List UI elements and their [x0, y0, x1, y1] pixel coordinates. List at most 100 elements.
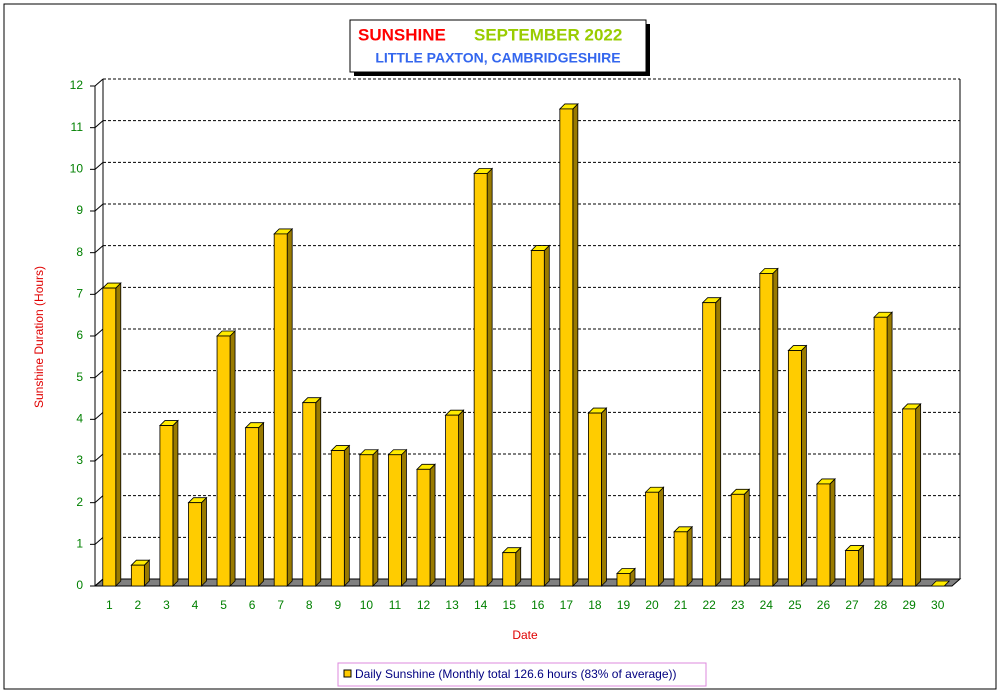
y-tick-label: 1: [76, 537, 83, 551]
bar: [787, 350, 802, 587]
bar-side: [543, 244, 550, 587]
bar: [559, 108, 574, 587]
x-tick-label: 5: [220, 598, 227, 612]
grid-slant: [94, 328, 104, 337]
bar-side: [886, 311, 893, 587]
chart-title-date: SEPTEMBER 2022: [474, 25, 622, 44]
bar: [159, 425, 174, 587]
y-tick-label: 8: [76, 245, 83, 259]
title-box: [349, 19, 647, 73]
chart-title: SUNSHINE: [358, 25, 446, 44]
grid-slant: [94, 286, 104, 295]
bar: [188, 502, 202, 587]
bar-side: [315, 396, 322, 587]
grid-slant: [94, 370, 104, 379]
bar-side: [743, 488, 750, 587]
bar-side: [486, 167, 493, 587]
bar-side: [286, 227, 293, 587]
bar: [759, 273, 774, 587]
grid-slant: [94, 411, 104, 420]
legend-label: Daily Sunshine (Monthly total 126.6 hour…: [355, 667, 677, 681]
bar: [645, 491, 659, 587]
grid-slant: [94, 161, 104, 170]
y-tick-label: 0: [76, 578, 83, 592]
bar: [216, 335, 231, 587]
x-tick-label: 23: [731, 598, 745, 612]
grid-slant: [94, 245, 104, 254]
bar: [873, 316, 888, 587]
bar-side: [715, 296, 722, 587]
bar: [730, 493, 745, 587]
y-tick-label: 4: [76, 412, 83, 426]
grid-slant: [94, 578, 104, 587]
bar: [102, 287, 117, 587]
x-tick-label: 26: [817, 598, 831, 612]
x-tick-label: 17: [560, 598, 574, 612]
x-tick-label: 12: [417, 598, 431, 612]
bar: [816, 483, 831, 587]
bar-side: [429, 463, 436, 587]
x-tick-label: 7: [277, 598, 284, 612]
y-axis-title: Sunshine Duration (Hours): [32, 266, 46, 408]
bar: [473, 173, 488, 587]
bar-side: [258, 421, 265, 587]
bar-side: [401, 448, 407, 587]
x-tick-label: 21: [674, 598, 688, 612]
x-tick-label: 30: [931, 598, 945, 612]
x-tick-label: 16: [531, 598, 545, 612]
x-tick-label: 20: [645, 598, 659, 612]
x-axis-title: Date: [512, 628, 538, 642]
bar: [616, 573, 631, 587]
x-tick-label: 4: [192, 598, 199, 612]
bar-side: [115, 282, 122, 587]
bar: [673, 531, 688, 587]
legend: [337, 662, 707, 687]
bar: [902, 408, 917, 587]
bar: [245, 427, 260, 587]
bar-side: [458, 409, 464, 587]
x-tick-label: 10: [360, 598, 374, 612]
x-tick-label: 9: [334, 598, 341, 612]
x-tick-label: 3: [163, 598, 170, 612]
grid-slant: [94, 495, 104, 504]
x-tick-label: 24: [760, 598, 774, 612]
x-tick-label: 15: [503, 598, 517, 612]
bar-side: [515, 546, 522, 587]
x-tick-label: 28: [874, 598, 888, 612]
bar: [302, 402, 317, 587]
y-tick-label: 10: [70, 162, 84, 176]
bar-side: [343, 444, 350, 587]
x-tick-label: 1: [106, 598, 113, 612]
x-tick-label: 8: [306, 598, 313, 612]
bar: [702, 302, 717, 587]
bar: [416, 468, 431, 587]
bar: [445, 414, 459, 587]
y-tick-label: 9: [76, 203, 83, 217]
x-tick-label: 22: [703, 598, 717, 612]
legend-swatch: [343, 669, 352, 678]
x-tick-label: 29: [902, 598, 916, 612]
bar-side: [858, 544, 864, 587]
bar-side: [658, 486, 664, 587]
y-tick-label: 7: [76, 287, 83, 301]
bar: [502, 552, 517, 587]
bar-side: [772, 267, 779, 587]
y-tick-label: 5: [76, 370, 83, 384]
bar-top: [930, 580, 951, 587]
grid-slant: [94, 453, 104, 462]
grid-slant: [94, 120, 104, 129]
grid-slant: [94, 203, 104, 212]
y-tick-label: 6: [76, 328, 83, 342]
x-tick-label: 6: [249, 598, 256, 612]
x-tick-label: 27: [845, 598, 859, 612]
bar-side: [800, 344, 807, 587]
x-tick-label: 11: [389, 598, 402, 612]
bar-side: [572, 102, 579, 587]
bar-side: [201, 496, 207, 587]
bar-side: [829, 477, 836, 587]
y-tick-label: 2: [76, 495, 83, 509]
x-tick-label: 2: [135, 598, 142, 612]
chart-subtitle: LITTLE PAXTON, CAMBRIDGESHIRE: [375, 50, 620, 66]
bar-side: [686, 525, 693, 587]
